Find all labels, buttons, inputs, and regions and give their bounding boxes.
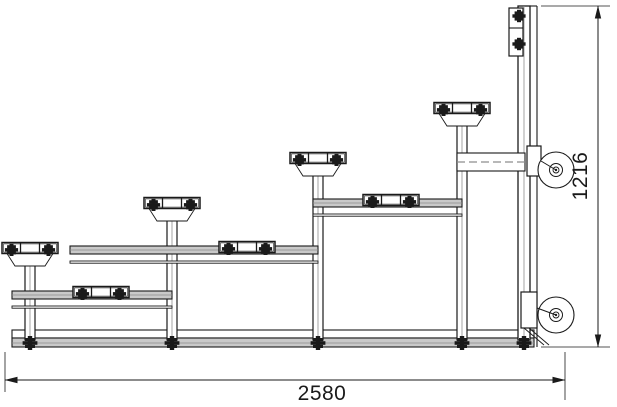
base-rail-lower [11, 337, 535, 348]
caster-upper [526, 145, 575, 189]
upright-post-4 [456, 111, 468, 341]
cradle-saddle-rail-2 [219, 242, 275, 256]
base-frame [11, 329, 535, 348]
secondary-rails [11, 213, 463, 309]
top-right-clamp-bracket [508, 7, 526, 57]
dimension-height-label: 1216 [569, 152, 592, 201]
dimension-width-label: 2580 [298, 382, 347, 405]
step-rail-b [69, 245, 319, 255]
cradle-saddle-rail-1 [73, 287, 129, 301]
caster-lower [520, 291, 575, 346]
base-rail-upper [11, 329, 535, 339]
upright-post-2 [166, 206, 178, 341]
step-rail-d [456, 152, 526, 172]
dimension-width: 2580 [4, 352, 566, 405]
cradle-saddle-rail-3 [363, 195, 419, 209]
dimension-height: 1216 [541, 5, 610, 348]
